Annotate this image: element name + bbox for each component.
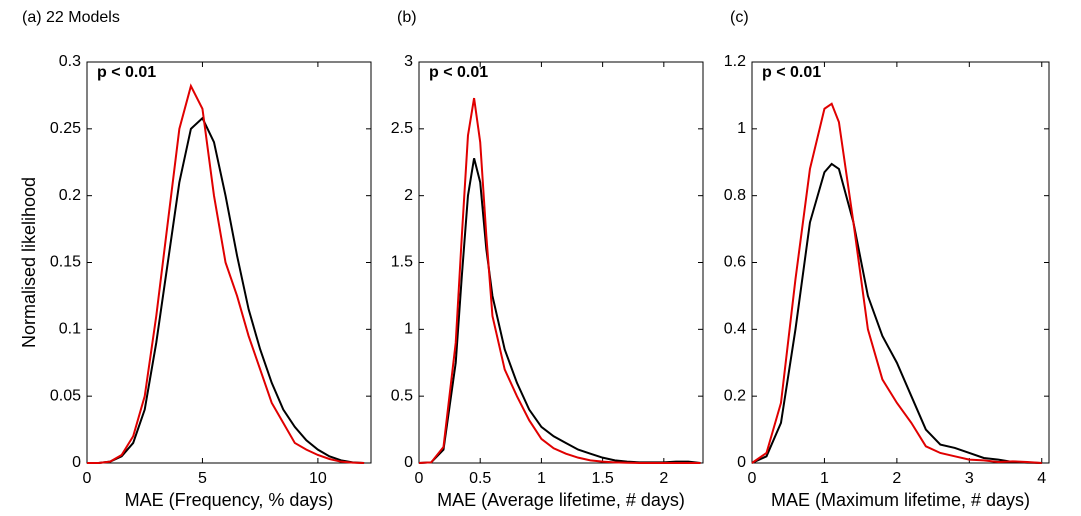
x-tick-label: 10: [309, 470, 327, 487]
x-tick-label: 1: [820, 470, 829, 487]
x-tick-label: 0.5: [469, 470, 491, 487]
x-tick-label: 2: [659, 470, 668, 487]
x-tick-label: 2: [892, 470, 901, 487]
x-tick-label: 4: [1037, 470, 1046, 487]
y-tick-label: 1: [404, 321, 413, 338]
panel-title: (a) 22 Models: [22, 9, 120, 26]
y-tick-label: 0.05: [50, 387, 81, 404]
x-tick-label: 1: [537, 470, 546, 487]
density-line: [418, 157, 701, 464]
y-tick-label: 1: [737, 120, 746, 137]
density-line: [751, 102, 1042, 464]
y-tick-label: 1.5: [391, 254, 413, 271]
y-tick-label: 0: [737, 454, 746, 471]
x-tick-label: 1.5: [591, 470, 613, 487]
y-tick-label: 0.15: [50, 254, 81, 271]
y-tick-label: 0.4: [724, 321, 746, 338]
axes-box: [86, 61, 372, 464]
y-tick-label: 1.2: [724, 53, 746, 70]
y-tick-label: 0.1: [59, 321, 81, 338]
density-line: [87, 83, 365, 464]
y-tick-label: 2.5: [391, 120, 413, 137]
y-tick-label: 2: [404, 187, 413, 204]
x-tick-label: 5: [198, 470, 207, 487]
annotation: p < 0.01: [429, 64, 488, 81]
y-tick-label: 0.2: [59, 187, 81, 204]
panel-title: (b): [397, 9, 417, 26]
density-line: [418, 97, 701, 464]
axes-box: [418, 61, 704, 464]
annotation: p < 0.01: [97, 64, 156, 81]
x-axis-label: MAE (Average lifetime, # days): [437, 490, 685, 510]
x-tick-label: 0: [748, 470, 757, 487]
x-axis-label: MAE (Frequency, % days): [125, 490, 334, 510]
density-line: [751, 162, 1042, 464]
axes-box: [751, 61, 1050, 464]
x-axis-label: MAE (Maximum lifetime, # days): [771, 490, 1030, 510]
y-tick-label: 0: [72, 454, 81, 471]
y-tick-label: 3: [404, 53, 413, 70]
y-tick-label: 0.25: [50, 120, 81, 137]
y-axis-label: Normalised likelihood: [19, 177, 39, 348]
x-tick-label: 3: [965, 470, 974, 487]
y-tick-label: 0.5: [391, 387, 413, 404]
y-tick-label: 0.3: [59, 53, 81, 70]
density-line: [87, 116, 365, 464]
y-tick-label: 0.6: [724, 254, 746, 271]
panel-title: (c): [730, 9, 749, 26]
y-tick-label: 0.2: [724, 387, 746, 404]
x-tick-label: 0: [415, 470, 424, 487]
y-tick-label: 0.8: [724, 187, 746, 204]
x-tick-label: 0: [83, 470, 92, 487]
y-tick-label: 0: [404, 454, 413, 471]
annotation: p < 0.01: [762, 64, 821, 81]
